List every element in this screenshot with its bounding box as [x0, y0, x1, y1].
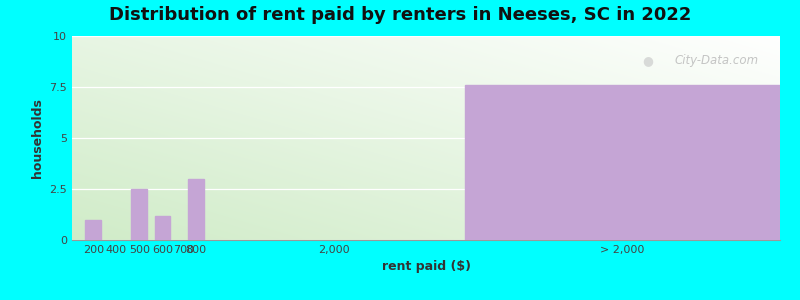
Text: Distribution of rent paid by renters in Neeses, SC in 2022: Distribution of rent paid by renters in …	[109, 6, 691, 24]
Bar	[131, 189, 147, 240]
Bar	[465, 85, 780, 240]
Bar	[86, 220, 101, 240]
Y-axis label: households: households	[31, 98, 44, 178]
Text: City-Data.com: City-Data.com	[674, 54, 758, 67]
Bar	[188, 179, 204, 240]
X-axis label: rent paid ($): rent paid ($)	[382, 260, 470, 273]
Text: ●: ●	[642, 54, 653, 67]
Bar	[155, 215, 170, 240]
